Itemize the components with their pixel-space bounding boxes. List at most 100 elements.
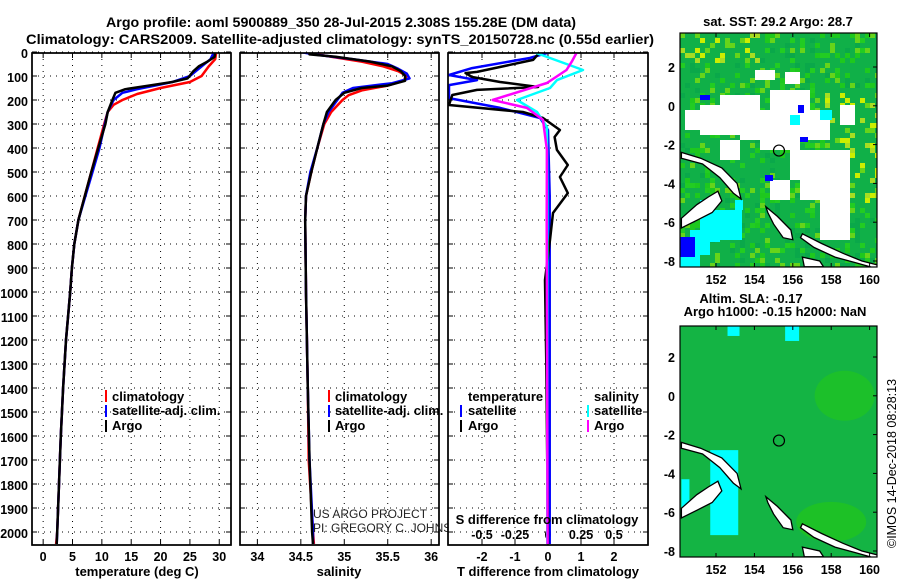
map-cell: [790, 48, 795, 53]
map-cell: [865, 33, 870, 38]
legend-swatch-s-satellite: [587, 405, 589, 417]
map-cell: [705, 188, 710, 193]
map-cell: [745, 58, 750, 63]
map-cell: [760, 208, 765, 213]
latitude-tick-label: -8: [664, 545, 675, 559]
map-cell: [770, 33, 775, 38]
map-cell: [745, 193, 750, 198]
map-cell: [815, 233, 820, 238]
map-cell: [830, 43, 835, 48]
x-tick-label: 1: [578, 550, 585, 564]
map-cell: [825, 63, 830, 68]
map-frame: [679, 325, 878, 558]
map-cell: [765, 223, 770, 228]
t-difference-axis-label: T difference from climatology: [457, 564, 640, 579]
latitude-tick-label: -2: [664, 429, 675, 443]
map-cell: [750, 83, 755, 88]
map-cell: [875, 93, 877, 98]
map-cell: [875, 238, 877, 243]
map-cell: [770, 248, 775, 253]
depth-tick-label: 0: [21, 47, 28, 61]
map-cell: [730, 248, 735, 253]
map-cell: [825, 143, 830, 148]
map-cell: [845, 143, 850, 148]
map-cell: [780, 263, 785, 267]
map-cell: [790, 213, 795, 218]
map-cell: [870, 123, 875, 128]
depth-tick-label: 300: [7, 119, 28, 133]
map-cell: [800, 43, 805, 48]
x-tick-label: 0: [40, 550, 47, 564]
depth-tick-label: 1800: [0, 479, 28, 493]
map-cell: [765, 83, 770, 88]
depth-tick-label: 1300: [0, 359, 28, 373]
map-cell: [860, 253, 865, 258]
map-cell: [775, 248, 780, 253]
map-cell: [760, 58, 765, 63]
cold-region: [798, 105, 804, 113]
legend-swatch-argo: [105, 420, 107, 432]
x-tick-label: 35: [337, 550, 351, 564]
map-cell: [745, 213, 750, 218]
map-cell: [745, 38, 750, 43]
map-cell: [805, 228, 810, 233]
map-cell: [835, 138, 840, 143]
coastline-island: [680, 441, 743, 491]
depth-tick-label: 800: [7, 239, 28, 253]
map-cell: [695, 58, 700, 63]
no-data-region: [820, 200, 850, 240]
s-tick-label: 0.5: [605, 528, 622, 542]
map-cell: [735, 73, 740, 78]
depth-tick-label: 100: [7, 71, 28, 85]
legend-swatch-climatology: [105, 390, 107, 402]
map-cell: [785, 148, 790, 153]
longitude-tick-label: 158: [821, 563, 842, 577]
cold-region: [680, 237, 695, 257]
x-tick-label: -1: [509, 550, 520, 564]
x-tick-label: 10: [95, 550, 109, 564]
map-cell: [760, 193, 765, 198]
map-cell: [855, 53, 860, 58]
map-cell: [855, 263, 860, 267]
latitude-tick-label: -8: [664, 255, 675, 269]
map-cell: [830, 33, 835, 38]
map-cell: [680, 183, 685, 188]
map-cell: [875, 193, 877, 198]
map-cell: [870, 193, 875, 198]
legend-label-climatology: climatology: [112, 389, 185, 404]
map-cell: [730, 243, 735, 248]
cold-region: [765, 175, 773, 181]
map-cell: [805, 208, 810, 213]
longitude-tick-label: 154: [744, 563, 765, 577]
sst-map-title: sat. SST: 29.2 Argo: 28.7: [703, 14, 853, 29]
map-cell: [710, 188, 715, 193]
map-cell: [850, 183, 855, 188]
map-cell: [760, 253, 765, 258]
map-cell: [755, 248, 760, 253]
depth-tick-label: 1700: [0, 455, 28, 469]
map-cell: [790, 228, 795, 233]
map-cell: [700, 143, 705, 148]
map-cell: [740, 188, 745, 193]
map-cell: [875, 153, 877, 158]
map-cell: [850, 58, 855, 63]
latitude-tick-label: -6: [664, 506, 675, 520]
map-cell: [765, 78, 770, 83]
map-cell: [795, 188, 800, 193]
no-data-region: [770, 180, 790, 200]
map-cell: [840, 93, 845, 98]
difference-panel: -2 -1 0 1 2-0.5 -0.25 0 0.25 0.5: [447, 51, 649, 564]
cold-region: [700, 95, 710, 100]
map-cell: [845, 128, 850, 133]
map-cell: [800, 223, 805, 228]
map-cell: [860, 48, 865, 53]
map-cell: [720, 58, 725, 63]
map-cell: [695, 193, 700, 198]
map-cell: [830, 48, 835, 53]
coastline-island: [764, 494, 794, 531]
map-cell: [855, 43, 860, 48]
map-cell: [820, 138, 825, 143]
no-data-region: [720, 140, 740, 160]
map-cell: [810, 68, 815, 73]
map-cell: [865, 128, 870, 133]
